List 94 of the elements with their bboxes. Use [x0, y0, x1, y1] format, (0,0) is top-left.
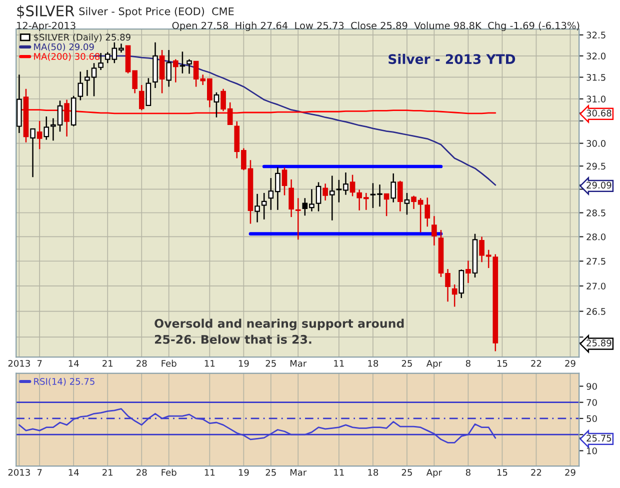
candlestick	[452, 284, 458, 308]
x-tick-label: 28	[136, 360, 147, 367]
annotation: Open 27.58 High 27.64 Low 25.73 Close 25.89 Volume 98.8K Chg -1.69 (-6.13%)	[172, 22, 580, 32]
y-tick-label: 32.5	[586, 32, 606, 38]
x-tick-label: 21	[102, 360, 113, 367]
x-tick-label: 14	[68, 469, 79, 476]
legend-label: RSI(14) 25.75	[34, 378, 94, 386]
y-tick-label: 30.68	[586, 110, 612, 117]
x-tick-label: 11	[334, 469, 344, 476]
x-tick-label: 15	[497, 360, 508, 367]
candlestick	[186, 58, 192, 74]
y-tick-label: 10	[587, 447, 597, 454]
candlestick	[254, 193, 260, 223]
y-tick-label: 29.09	[586, 182, 612, 189]
x-tick-label: Feb	[162, 360, 176, 367]
x-tick-label: 25	[402, 468, 412, 476]
candlestick	[36, 120, 42, 150]
legend-label: $SILVER (Daily) 25.89	[34, 34, 130, 42]
annotation: Silver - 2013 YTD	[388, 54, 516, 64]
y-tick-label: 27.5	[586, 258, 606, 265]
x-tick-label: 2013	[8, 360, 30, 367]
line-series	[18, 408, 496, 444]
y-tick-label: 30.0	[586, 140, 606, 147]
x-tick-label: 19	[238, 360, 249, 367]
candlestick	[78, 71, 84, 101]
x-tick-label: 8	[466, 360, 470, 367]
y-tick-label: 27.0	[586, 282, 606, 290]
candlestick	[166, 49, 172, 88]
y-tick-label: 25.75	[586, 434, 612, 442]
x-tick-label: 29	[565, 468, 576, 476]
x-tick-label: Feb	[162, 468, 176, 476]
x-tick-label: 29	[565, 360, 576, 367]
candlestick	[159, 49, 165, 94]
x-tick-label: 28	[136, 468, 147, 476]
y-tick-label: 26.5	[586, 308, 606, 315]
x-tick-label: Mar	[290, 469, 307, 476]
annotation: Oversold and nearing support around 25-26. Below that is 23.	[154, 318, 404, 344]
y-tick-label: 28.5	[586, 209, 606, 216]
x-tick-label: 15	[497, 469, 508, 476]
x-tick-label: 18	[368, 360, 378, 367]
x-tick-label: 14	[68, 360, 79, 367]
candlestick	[466, 260, 471, 284]
candlestick	[146, 77, 152, 106]
y-tick-label: 50	[586, 415, 597, 422]
candlestick	[295, 197, 301, 240]
candlestick	[404, 192, 410, 216]
candlestick	[329, 175, 335, 222]
candlestick	[350, 174, 356, 197]
chart-subtitle: Silver - Spot Price (EOD) CME	[79, 7, 234, 18]
x-tick-label: Mar	[290, 360, 307, 367]
candlestick	[138, 84, 144, 111]
y-tick-label: 25.89	[586, 340, 612, 346]
legend-label: MA(50) 29.09	[34, 43, 94, 52]
x-tick-label: Apr	[426, 360, 442, 369]
x-tick-label: 19	[238, 468, 249, 476]
y-tick-label: 70	[586, 399, 597, 406]
candlestick	[458, 268, 464, 299]
y-tick-label: 90	[586, 382, 597, 390]
candlestick	[322, 182, 328, 202]
candlestick	[30, 128, 36, 178]
y-tick-label: 31.5	[586, 74, 606, 81]
candlestick	[432, 215, 437, 246]
candlestick	[172, 58, 178, 84]
x-tick-label: Apr	[426, 469, 442, 478]
x-tick-label: 22	[531, 468, 542, 476]
candlestick	[288, 178, 294, 218]
x-tick-label: 7	[37, 360, 42, 367]
x-tick-label: 21	[102, 468, 113, 476]
y-tick-label: 29.5	[586, 162, 606, 170]
x-tick-label: 8	[466, 468, 470, 476]
candlestick	[64, 99, 70, 138]
x-tick-label: 11	[204, 469, 215, 476]
candlestick	[397, 180, 403, 212]
legend-label: MA(200) 30.68	[34, 52, 100, 61]
candlestick	[282, 166, 288, 196]
annotation: 12-Apr-2013	[17, 22, 76, 32]
x-tick-label: 11	[334, 360, 344, 367]
x-tick-label: 11	[204, 360, 215, 367]
candlestick	[390, 172, 396, 203]
chart-title: $SILVER	[17, 5, 74, 18]
x-tick-label: 18	[368, 468, 378, 476]
candlestick	[384, 193, 390, 217]
x-tick-label: 25	[266, 468, 276, 476]
candlestick	[180, 51, 186, 74]
x-tick-label: 22	[531, 360, 542, 367]
x-tick-label: 2013	[8, 468, 30, 476]
x-tick-label: 25	[266, 360, 276, 367]
y-tick-label: 32.0	[586, 52, 606, 60]
x-tick-label: 7	[37, 469, 42, 476]
y-tick-label: 28.0	[586, 233, 606, 240]
y-tick-label: 31.0	[586, 96, 606, 102]
candlestick	[261, 192, 267, 220]
candlestick	[214, 92, 220, 118]
x-tick-label: 25	[402, 360, 412, 367]
